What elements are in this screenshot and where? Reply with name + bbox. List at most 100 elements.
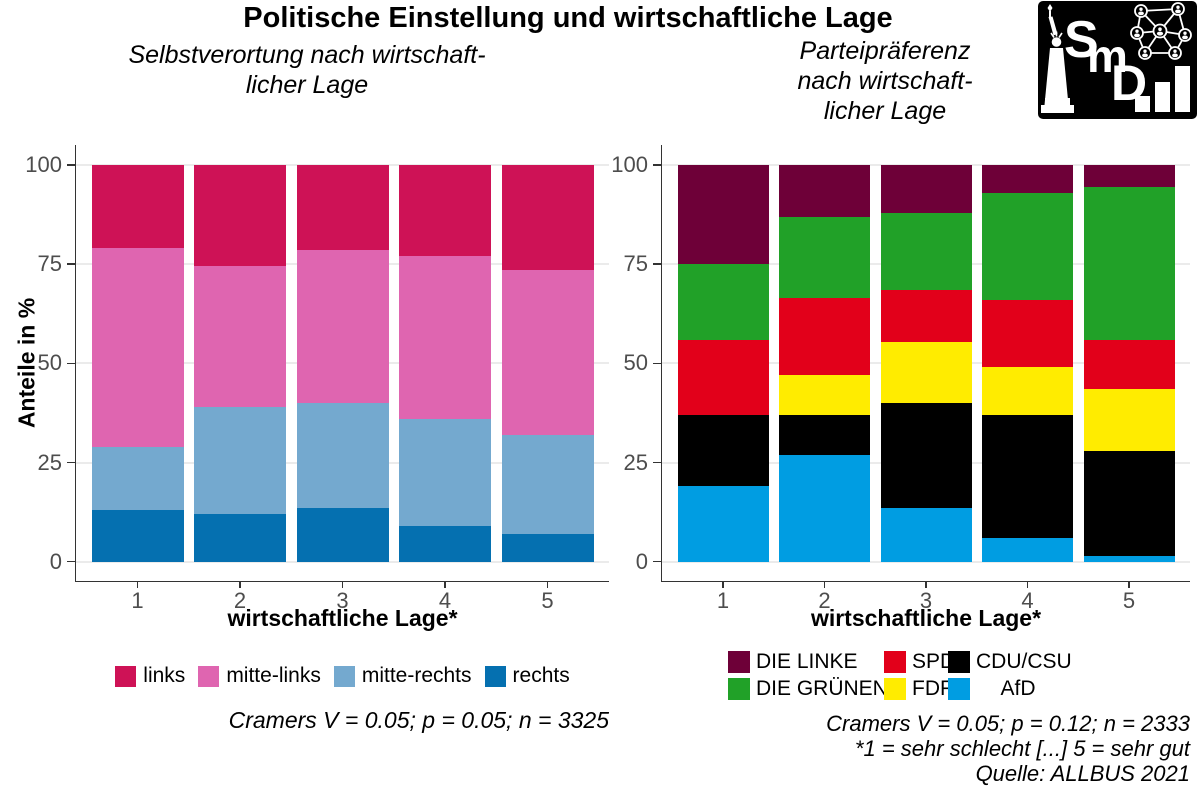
y-tick: [67, 362, 75, 365]
bar-segment-mitte-links: [194, 266, 286, 407]
y-tick: [67, 164, 75, 166]
legend-label: rechts: [512, 664, 570, 687]
network-nodes: [1130, 2, 1192, 60]
legend-item-die-grünen: DIE GRÜNEN: [728, 677, 888, 701]
y-tick-label: 75: [37, 251, 62, 277]
y-tick: [67, 560, 75, 563]
bar-segment-links: [194, 165, 286, 267]
legend-label: links: [143, 664, 186, 687]
right-chart-legend: DIE LINKE SPD CDU/CSU DIE GRÜNEN FDP AfD: [728, 650, 1072, 701]
x-tick: [823, 582, 826, 588]
gridline-y-0: [76, 560, 609, 563]
left-chart-subtitle: Selbstverortung nach wirtschaft- licher …: [128, 41, 486, 99]
x-axis-title-left: wirtschaftliche Lage*: [227, 605, 458, 631]
y-tick-label: 25: [623, 449, 648, 475]
y-tick-label: 50: [623, 350, 648, 376]
legend-swatch: [948, 651, 970, 673]
x-tick-label: 1: [716, 588, 730, 613]
legend-swatch: [728, 651, 750, 673]
left-chart-caption: Cramers V = 0.05; p = 0.05; n = 3325: [228, 707, 609, 733]
legend-item-cdu-csu: CDU/CSU: [948, 650, 1072, 674]
x-tick-label: 4: [1021, 588, 1034, 613]
legend-item-spd: SPD: [884, 650, 955, 674]
bar-segment-die-linke: [1083, 165, 1175, 187]
bar-segment-die-linke: [779, 165, 870, 217]
y-tick: [653, 560, 661, 563]
bar-segment-rechts: [194, 514, 286, 562]
bar-segment-die-linke: [982, 165, 1073, 193]
x-tick: [341, 582, 344, 588]
legend-item-die-linke: DIE LINKE: [728, 650, 884, 674]
bar-segment-afd: [779, 454, 870, 562]
bar-segment-afd: [982, 537, 1073, 562]
bar-segment-mitte-links: [296, 250, 389, 403]
y-tick-label: 0: [635, 548, 648, 574]
bar-segment-mitte-links: [399, 256, 491, 419]
bar-segment-cdu-csu: [1083, 450, 1175, 556]
right-chart-panel: wirtschaftliche Lage* DIE LINKE SPD CDU/CS…: [611, 145, 1190, 786]
legend-item-rechts: rechts: [484, 664, 570, 688]
y-tick-label: 100: [25, 152, 62, 177]
bar-segment-afd: [1083, 555, 1175, 562]
bar-segment-die-linke: [880, 165, 972, 213]
left-chart-legend: links mitte-links mitte-rechts rechts: [76, 664, 609, 688]
legend-item-afd: AfD: [948, 677, 1060, 701]
statue-of-liberty-icon: [1041, 4, 1074, 113]
bar-chart-icon: [1135, 66, 1190, 112]
y-tick: [653, 263, 661, 265]
bar-segment-mitte-rechts: [91, 446, 184, 511]
y-tick-label: 25: [37, 449, 62, 475]
bar-segment-spd: [677, 339, 769, 415]
legend-label: mitte-rechts: [361, 664, 472, 687]
legend-swatch: [484, 665, 506, 687]
legend-label: CDU/CSU: [976, 650, 1072, 673]
bar-segment-die-grünen: [982, 192, 1073, 300]
network-graph-icon: [1130, 2, 1192, 60]
legend-swatch: [198, 665, 220, 687]
legend-item-fdp: FDP: [884, 677, 954, 701]
x-tick-label: 2: [233, 588, 247, 613]
bar-segment-mitte-links: [501, 270, 594, 435]
x-tick: [925, 582, 927, 588]
bar-segment-afd: [880, 508, 972, 562]
bar-segment-mitte-rechts: [296, 403, 389, 509]
legend-label: FDP: [912, 677, 954, 700]
y-tick: [67, 461, 75, 464]
x-tick-label: 5: [1122, 588, 1136, 613]
bar-segment-cdu-csu: [880, 403, 972, 509]
x-axis-title-right: wirtschaftliche Lage*: [810, 605, 1042, 631]
bar-segment-links: [296, 165, 389, 251]
bar-segment-die-grünen: [779, 216, 870, 298]
legend-swatch: [728, 678, 750, 700]
bar-segment-links: [501, 165, 594, 271]
bar-segment-spd: [1083, 339, 1175, 390]
legend-item-links: links: [115, 664, 185, 688]
page-title: Politische Einstellung und wirtschaftlic…: [243, 2, 893, 34]
y-tick: [653, 362, 661, 365]
y-tick: [67, 263, 75, 265]
x-tick: [1026, 582, 1029, 588]
gridline-y-0: [662, 560, 1190, 563]
x-tick: [722, 582, 724, 588]
x-tick: [136, 582, 139, 588]
smd-logo: S m D: [1038, 1, 1197, 119]
bar-segment-mitte-rechts: [399, 418, 491, 526]
x-tick: [239, 582, 241, 588]
logo-letter-s: S: [1064, 11, 1099, 69]
bar-segment-die-grünen: [880, 212, 972, 290]
y-tick-label: 75: [623, 251, 648, 277]
y-tick-label: 0: [49, 548, 62, 574]
x-tick: [1128, 582, 1130, 588]
legend-swatch: [948, 678, 970, 700]
bar-segment-afd: [677, 486, 769, 562]
bar-segment-die-grünen: [1083, 186, 1175, 340]
bar-segment-rechts: [91, 510, 184, 562]
bar-segment-die-linke: [677, 165, 769, 265]
legend-swatch: [115, 665, 137, 687]
bar-segment-rechts: [501, 533, 594, 562]
logo-letter-m: m: [1087, 30, 1128, 82]
x-tick-label: 3: [919, 588, 933, 613]
bar-segment-spd: [982, 299, 1073, 368]
bar-segment-cdu-csu: [677, 414, 769, 487]
legend-item-mitte-rechts: mitte-rechts: [333, 664, 472, 688]
